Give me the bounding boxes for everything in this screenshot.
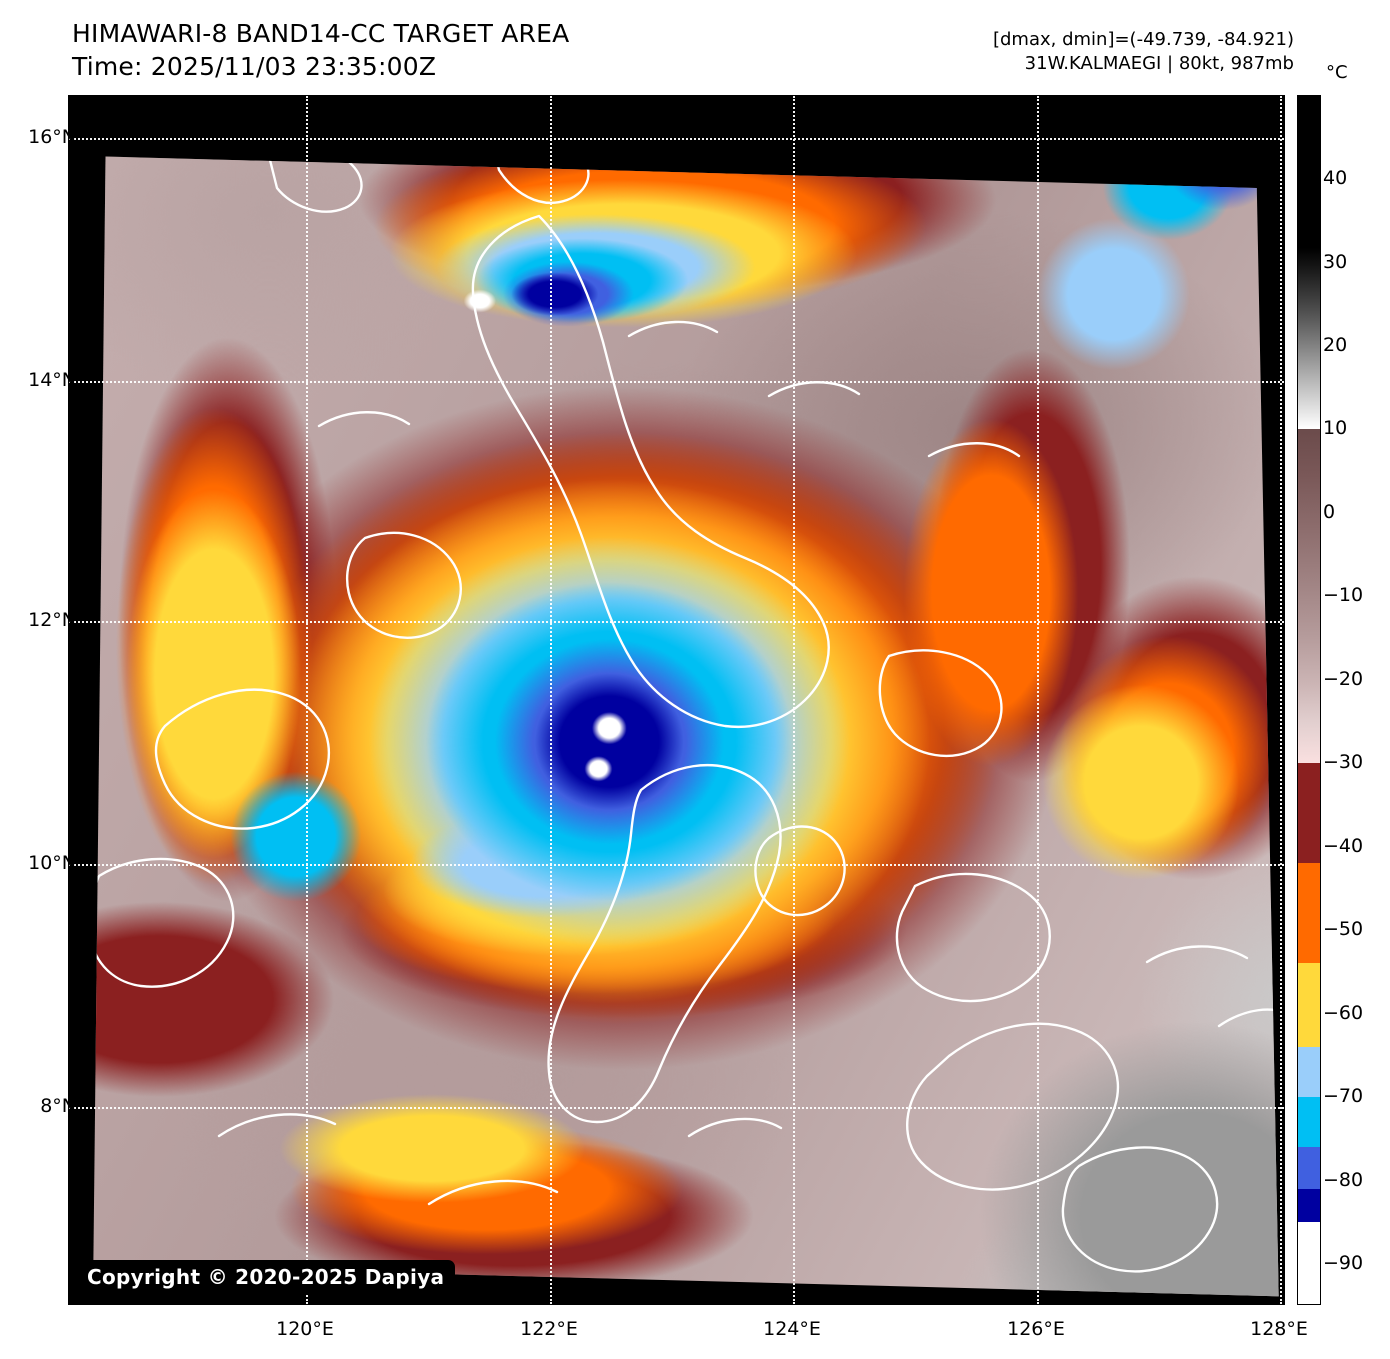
gridline-lat-16: [69, 138, 1284, 140]
timestamp-label: Time: 2025/11/03 23:35:00Z: [72, 51, 437, 81]
copyright-notice: Copyright © 2020-2025 Dapiya: [76, 1260, 456, 1295]
temperature-colorbar: [1297, 95, 1321, 1305]
dmax-dmin-label: [dmax, dmin]=(-49.739, -84.921): [992, 29, 1294, 50]
cbar-tick-40: 40: [1323, 167, 1348, 189]
cbar-segment-light-blue: [1298, 1047, 1320, 1097]
cbar-tick-10: 10: [1323, 417, 1348, 439]
cbar-segment-white: [1298, 1222, 1320, 1304]
cbar-tick-30: 30: [1323, 251, 1348, 273]
page-title: HIMAWARI-8 BAND14-CC TARGET AREA: [72, 19, 570, 48]
gridline-lat-8: [69, 1107, 1284, 1109]
gridline-lon-126: [1037, 96, 1039, 1304]
satellite-raster: [93, 156, 1279, 1297]
cbar-segment-mauve-ramp: [1298, 429, 1320, 763]
layer-overshooting-tops: [93, 156, 1279, 1297]
cbar-tick-m60: −60: [1323, 1002, 1364, 1024]
coastline-overlay: [93, 156, 1279, 1273]
colorbar-unit-label: °C: [1326, 62, 1348, 83]
cbar-tick-m30: −30: [1323, 751, 1364, 773]
plot-inner: Copyright © 2020-2025 Dapiya: [69, 96, 1284, 1304]
cbar-segment-black: [1298, 96, 1320, 248]
cbar-tick-m20: −20: [1323, 668, 1364, 690]
cbar-segment-dark-red: [1298, 763, 1320, 863]
cbar-segment-grey-ramp: [1298, 248, 1320, 429]
cbar-tick-m90: −90: [1323, 1252, 1364, 1274]
gridline-lon-120: [306, 96, 308, 1304]
cbar-tick-m50: −50: [1323, 918, 1364, 940]
cbar-tick-20: 20: [1323, 334, 1348, 356]
xtick-label-126e: 126°E: [1007, 1318, 1065, 1340]
gridline-lon-124: [793, 96, 795, 1304]
xtick-label-122e: 122°E: [520, 1318, 578, 1340]
ytick-label-12n: 12°N: [28, 609, 76, 631]
cbar-segment-orange: [1298, 863, 1320, 963]
ytick-label-8n: 8°N: [40, 1095, 76, 1117]
ytick-label-10n: 10°N: [28, 852, 76, 874]
cbar-tick-m10: −10: [1323, 584, 1364, 606]
satellite-image-plot: Copyright © 2020-2025 Dapiya: [68, 95, 1285, 1305]
gridline-lat-14: [69, 381, 1284, 383]
gridline-lon-128: [1280, 96, 1282, 1304]
cbar-tick-0: 0: [1323, 501, 1336, 523]
cbar-segment-navy: [1298, 1189, 1320, 1222]
cbar-tick-m40: −40: [1323, 835, 1364, 857]
cbar-segment-royal-blue: [1298, 1147, 1320, 1189]
cbar-segment-yellow: [1298, 963, 1320, 1047]
gridline-lat-12: [69, 621, 1284, 623]
cbar-segment-cyan: [1298, 1097, 1320, 1147]
metadata-block: [dmax, dmin]=(-49.739, -84.921) 31W.KALM…: [993, 28, 1294, 76]
ytick-label-14n: 14°N: [28, 369, 76, 391]
cbar-tick-m80: −80: [1323, 1169, 1364, 1191]
title-block: HIMAWARI-8 BAND14-CC TARGET AREA Time: 2…: [72, 18, 569, 83]
xtick-label-120e: 120°E: [276, 1318, 334, 1340]
xtick-label-124e: 124°E: [763, 1318, 821, 1340]
xtick-label-128e: 128°E: [1250, 1318, 1308, 1340]
cbar-tick-m70: −70: [1323, 1085, 1364, 1107]
ytick-label-16n: 16°N: [28, 126, 76, 148]
storm-info-label: 31W.KALMAEGI | 80kt, 987mb: [1024, 52, 1294, 74]
gridline-lat-10: [69, 864, 1284, 866]
gridline-lon-122: [550, 96, 552, 1304]
